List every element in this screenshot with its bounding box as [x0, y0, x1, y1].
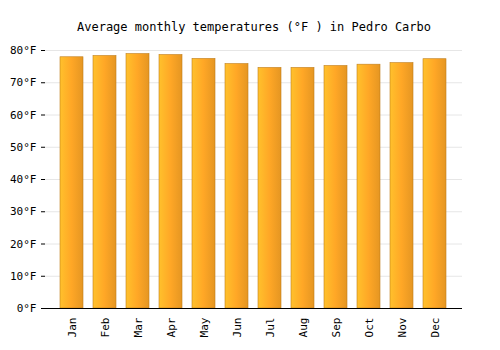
- svg-text:Jul: Jul: [264, 318, 277, 338]
- svg-text:Sep: Sep: [330, 318, 343, 338]
- svg-text:0°F: 0°F: [17, 302, 37, 315]
- svg-text:60°F: 60°F: [10, 109, 37, 122]
- svg-text:80°F: 80°F: [10, 44, 37, 57]
- svg-text:Feb: Feb: [99, 318, 112, 338]
- svg-text:Jun: Jun: [231, 318, 244, 338]
- svg-text:40°F: 40°F: [10, 173, 37, 186]
- svg-text:Dec: Dec: [429, 318, 442, 338]
- svg-text:May: May: [198, 317, 211, 337]
- svg-text:30°F: 30°F: [10, 205, 37, 218]
- svg-text:20°F: 20°F: [10, 238, 37, 251]
- svg-text:70°F: 70°F: [10, 76, 37, 89]
- svg-text:Average monthly temperatures (: Average monthly temperatures (°F ) in Pe…: [77, 20, 431, 34]
- svg-text:10°F: 10°F: [10, 270, 37, 283]
- svg-text:50°F: 50°F: [10, 141, 37, 154]
- svg-text:Nov: Nov: [396, 317, 409, 337]
- svg-text:Jan: Jan: [66, 318, 79, 338]
- svg-text:Apr: Apr: [165, 317, 178, 337]
- svg-text:Oct: Oct: [363, 318, 376, 338]
- svg-text:Aug: Aug: [297, 318, 310, 338]
- svg-text:Mar: Mar: [132, 317, 145, 337]
